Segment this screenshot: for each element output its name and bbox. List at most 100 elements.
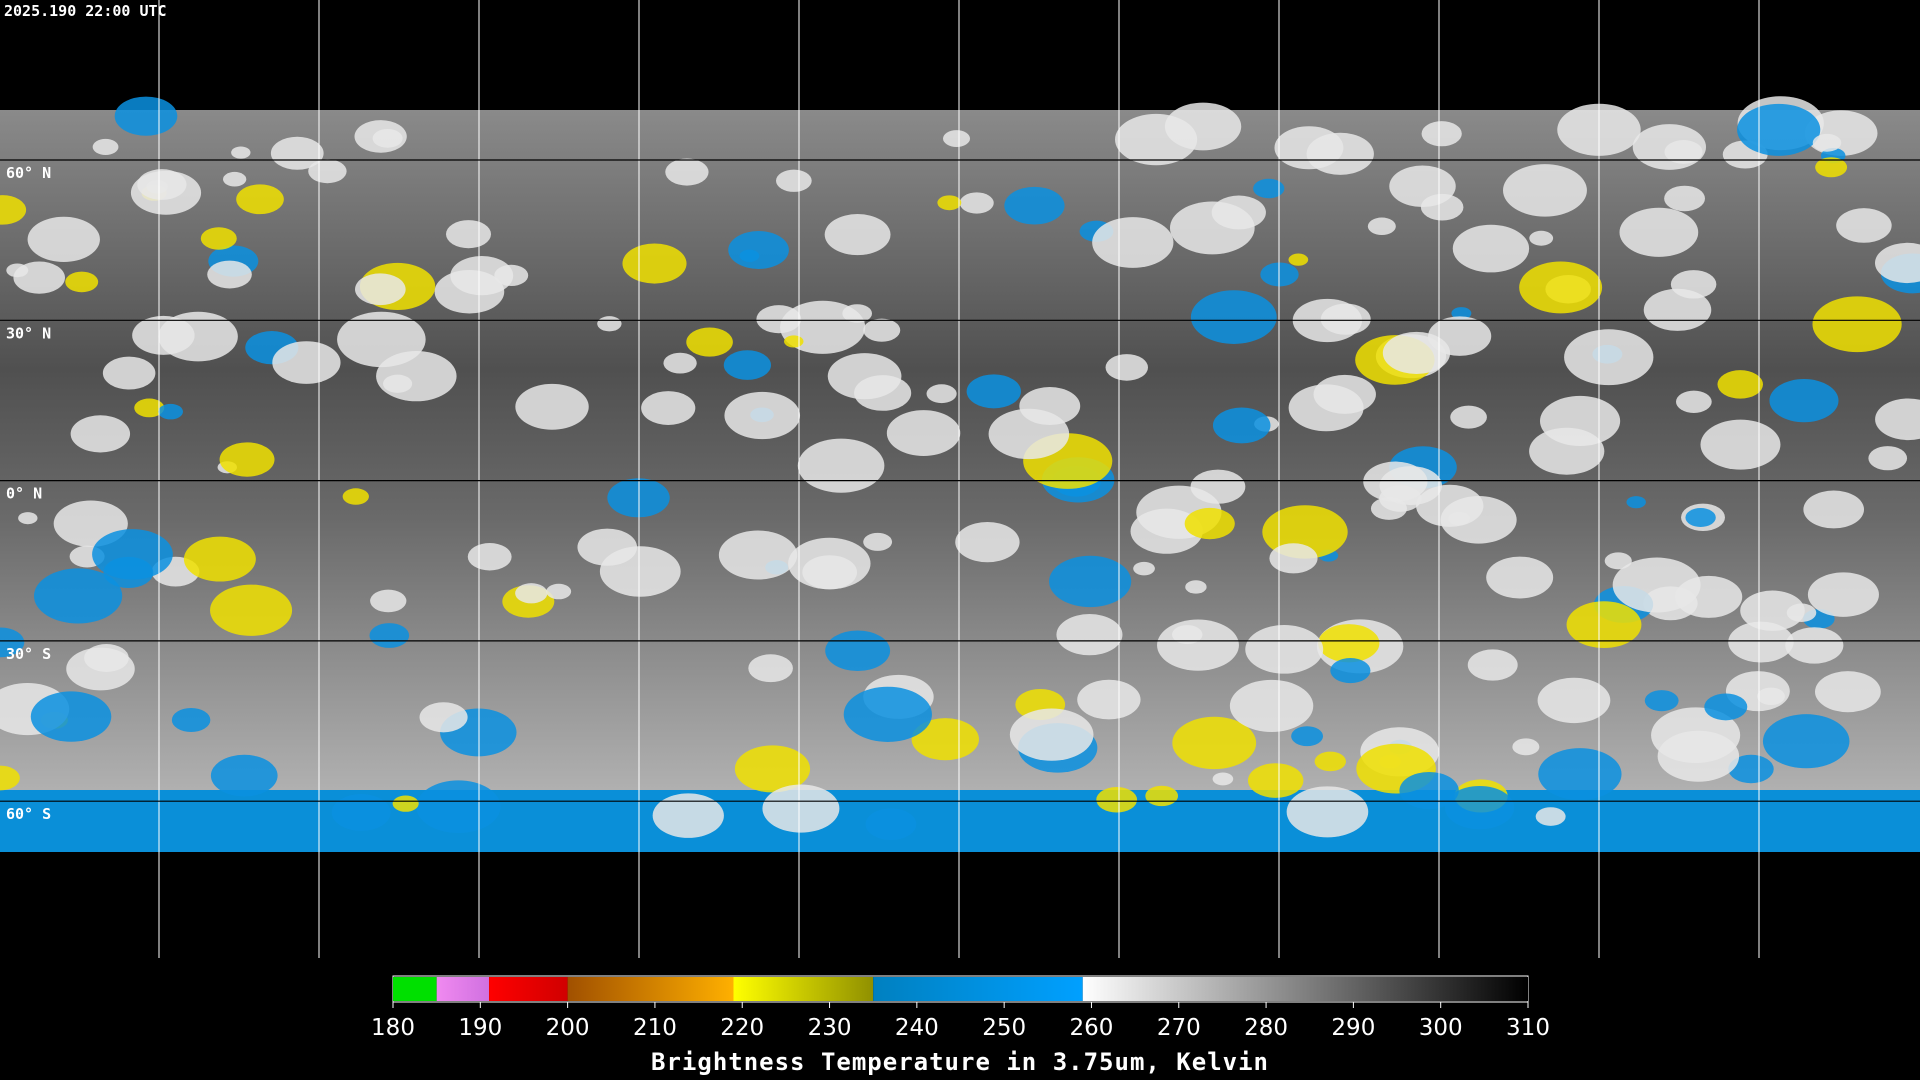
cloud — [1467, 649, 1518, 681]
cloud — [70, 415, 131, 453]
cloud — [1450, 405, 1487, 429]
cloud — [1318, 624, 1380, 663]
cloud — [597, 316, 622, 332]
cloud — [92, 138, 119, 156]
cloud — [1399, 771, 1459, 810]
cloud — [622, 243, 687, 284]
cloud — [1728, 621, 1794, 663]
cloud — [1004, 186, 1065, 225]
cloud — [1619, 207, 1699, 257]
cloud — [1807, 572, 1879, 617]
cloud — [219, 442, 275, 477]
cloud — [723, 350, 772, 380]
cloud — [419, 702, 468, 733]
cloud — [1644, 690, 1679, 712]
cloud — [926, 384, 957, 404]
cloud — [1604, 552, 1632, 570]
cloud — [0, 765, 20, 791]
cloud — [1451, 307, 1472, 320]
colorbar-tick-label: 250 — [982, 1015, 1026, 1041]
cloud — [739, 249, 760, 262]
cloud — [92, 529, 173, 580]
cloud — [784, 335, 804, 348]
cloud — [210, 754, 278, 797]
colorbar-segment — [393, 977, 437, 1001]
cloud — [797, 438, 885, 493]
cloud — [937, 195, 962, 211]
cloud — [515, 383, 589, 430]
cloud — [1538, 748, 1622, 801]
cloud — [1330, 658, 1371, 684]
cloud — [0, 627, 25, 658]
cloud — [0, 195, 27, 225]
cloud — [1212, 407, 1271, 444]
cloud — [1651, 707, 1741, 764]
cloud — [1077, 679, 1141, 720]
cloud — [1184, 507, 1235, 540]
cloud — [1245, 624, 1324, 674]
cloud — [134, 398, 165, 418]
cloud — [467, 543, 512, 571]
cloud — [1389, 165, 1456, 208]
cloud — [1812, 296, 1902, 353]
colorbar-segment — [436, 977, 490, 1001]
cloud — [1626, 496, 1646, 509]
colorbar-segment — [489, 977, 568, 1001]
cloud — [1566, 601, 1642, 649]
cloud — [863, 532, 893, 551]
cloud — [222, 171, 247, 187]
cloud — [1253, 178, 1285, 199]
cloud — [1664, 185, 1705, 212]
cloud — [1320, 303, 1371, 335]
cloud — [13, 261, 65, 294]
cloud — [652, 793, 724, 838]
cloud — [1247, 763, 1304, 798]
cloud — [1382, 331, 1451, 374]
cloud — [1875, 242, 1920, 284]
cloud — [1529, 230, 1554, 246]
lat-label: 0° N — [6, 485, 42, 503]
cloud — [1785, 627, 1844, 664]
cloud — [515, 583, 548, 604]
cloud — [416, 780, 501, 834]
colorbar-tick-label: 190 — [458, 1015, 502, 1041]
cloud — [1452, 224, 1530, 273]
cloud — [132, 315, 195, 355]
cloud — [724, 391, 801, 440]
cloud — [1529, 427, 1605, 475]
cloud — [1786, 603, 1817, 622]
cloud — [1105, 354, 1149, 381]
cloud — [183, 536, 256, 582]
cloud — [272, 341, 341, 384]
cloud — [1145, 785, 1179, 807]
cloud — [1363, 461, 1428, 502]
cloud — [1096, 787, 1138, 813]
cloud — [663, 352, 697, 374]
colorbar-tick-label: 270 — [1157, 1015, 1201, 1041]
cloud — [18, 512, 38, 525]
cloud — [1009, 708, 1094, 761]
cloud — [748, 654, 793, 683]
cloud — [863, 318, 901, 342]
cloud — [158, 403, 184, 420]
cloud — [1269, 543, 1318, 574]
cloud — [308, 159, 347, 184]
colorbar: 180 190 200 210 220 230 240 250 260 270 280 290 300 3… — [371, 977, 1550, 1041]
cloud — [434, 269, 505, 314]
cloud — [102, 356, 156, 390]
cloud — [65, 271, 99, 293]
cloud — [1868, 446, 1908, 471]
cloud — [1172, 716, 1257, 770]
colorbar-tick-label: 310 — [1506, 1015, 1550, 1041]
cloud — [1769, 379, 1839, 423]
cloud — [376, 350, 457, 402]
colorbar-tick-label: 180 — [371, 1015, 415, 1041]
colorbar-segment — [567, 977, 734, 1001]
lat-label: 60° N — [6, 164, 51, 182]
cloud — [171, 707, 211, 733]
cloud — [369, 623, 410, 648]
cloud — [824, 214, 891, 256]
cloud — [1717, 370, 1763, 399]
